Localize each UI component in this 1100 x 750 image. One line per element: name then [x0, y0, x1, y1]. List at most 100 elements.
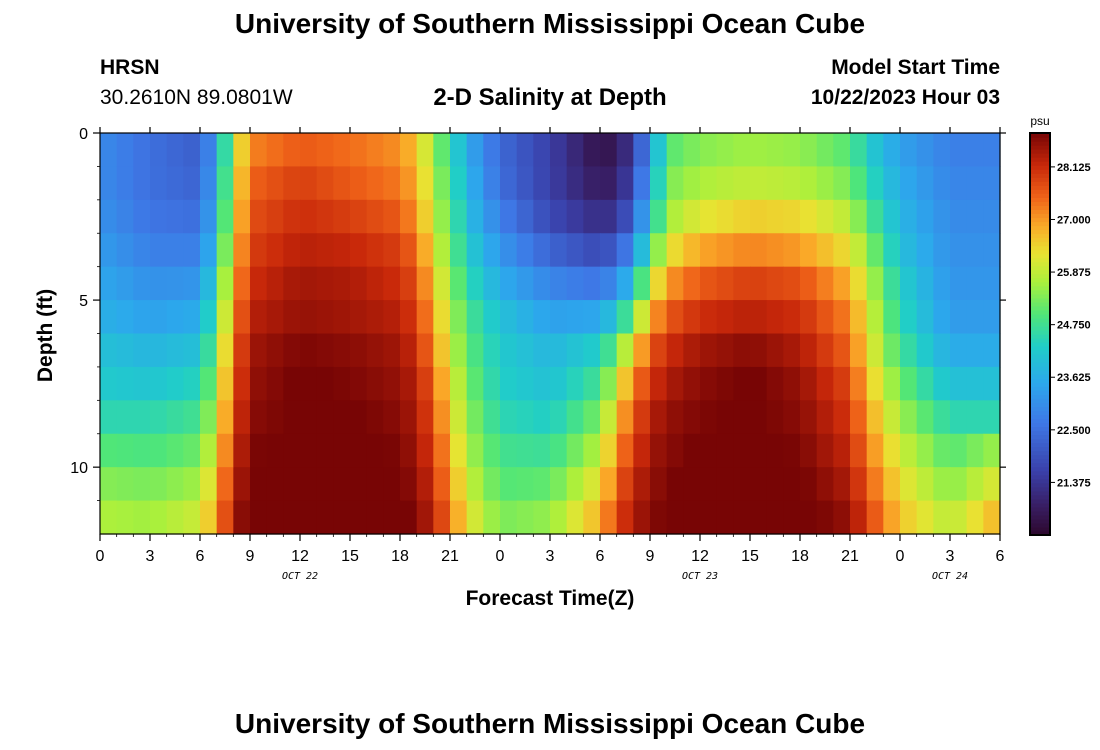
- heatmap-cell: [600, 233, 617, 267]
- heatmap-cell: [333, 200, 350, 234]
- heatmap-cell: [450, 434, 467, 468]
- heatmap-cell: [600, 400, 617, 434]
- heatmap-cell: [117, 434, 134, 468]
- heatmap-cell: [500, 233, 517, 267]
- heatmap-cell: [383, 367, 400, 401]
- heatmap-cell: [417, 166, 434, 200]
- colorbar-segment: [1030, 217, 1050, 222]
- heatmap-cell: [750, 300, 767, 334]
- colorbar-segment: [1030, 270, 1050, 275]
- colorbar-segment: [1030, 447, 1050, 452]
- colorbar-segment: [1030, 322, 1050, 327]
- colorbar-segment: [1030, 402, 1050, 407]
- colorbar-segment: [1030, 346, 1050, 351]
- heatmap-cell: [667, 133, 684, 167]
- heatmap-cell: [733, 200, 750, 234]
- heatmap-cell: [233, 467, 250, 501]
- heatmap-cell: [883, 133, 900, 167]
- heatmap-cell: [683, 367, 700, 401]
- heatmap-cell: [183, 434, 200, 468]
- colorbar-segment: [1030, 153, 1050, 158]
- heatmap-cell: [533, 267, 550, 301]
- x-tick-label: 3: [546, 548, 555, 565]
- heatmap-cell: [950, 467, 967, 501]
- heatmap-cell: [750, 434, 767, 468]
- heatmap-cell: [817, 367, 834, 401]
- heatmap-cell: [200, 367, 217, 401]
- heatmap-cell: [383, 300, 400, 334]
- colorbar-segment: [1030, 278, 1050, 283]
- heatmap-cell: [233, 501, 250, 535]
- heatmap-cell: [117, 233, 134, 267]
- heatmap-cell: [950, 267, 967, 301]
- colorbar-segment: [1030, 523, 1050, 528]
- colorbar-segment: [1030, 242, 1050, 247]
- colorbar-segment: [1030, 141, 1050, 146]
- heatmap-cell: [650, 334, 667, 368]
- heatmap-cell: [350, 300, 367, 334]
- heatmap-cell: [717, 501, 734, 535]
- heatmap-cell: [733, 367, 750, 401]
- heatmap-cell: [617, 200, 634, 234]
- heatmap-cell: [467, 400, 484, 434]
- heatmap-cell: [833, 166, 850, 200]
- colorbar-segment: [1030, 370, 1050, 375]
- x-tick-label: 6: [996, 548, 1005, 565]
- heatmap-cell: [600, 133, 617, 167]
- colorbar-segment: [1030, 443, 1050, 448]
- heatmap-cell: [933, 133, 950, 167]
- heatmap-cell: [567, 334, 584, 368]
- heatmap-cell: [167, 300, 184, 334]
- heatmap-cell: [883, 367, 900, 401]
- heatmap-cell: [100, 233, 117, 267]
- heatmap-cell: [583, 501, 600, 535]
- heatmap-cell: [533, 467, 550, 501]
- heatmap-cell: [250, 467, 267, 501]
- heatmap-cell: [917, 166, 934, 200]
- colorbar-segment: [1030, 310, 1050, 315]
- colorbar-segment: [1030, 169, 1050, 174]
- heatmap-cell: [617, 233, 634, 267]
- heatmap-cell: [583, 334, 600, 368]
- x-tick-label: 18: [791, 548, 809, 565]
- heatmap-cell: [333, 267, 350, 301]
- heatmap-cell: [400, 267, 417, 301]
- heatmap-cell: [833, 400, 850, 434]
- heatmap-cell: [583, 200, 600, 234]
- heatmap-cell: [983, 166, 1000, 200]
- salinity-heatmap-chart: 0 3 6 9 12 15 18 21 0 3 6 9 12 15 18 21 0 3 6OCT 22 OCT 23 O…: [0, 0, 1100, 700]
- heatmap-cell: [733, 434, 750, 468]
- x-tick-label: 0: [96, 548, 105, 565]
- heatmap-cell: [350, 467, 367, 501]
- heatmap-cell: [667, 367, 684, 401]
- heatmap-cell: [733, 467, 750, 501]
- heatmap-cell: [517, 367, 534, 401]
- heatmap-cell: [500, 166, 517, 200]
- heatmap-cell: [533, 400, 550, 434]
- heatmap-cell: [867, 367, 884, 401]
- heatmap-cell: [467, 434, 484, 468]
- heatmap-cell: [833, 467, 850, 501]
- heatmap-cell: [767, 367, 784, 401]
- heatmap-cell: [850, 334, 867, 368]
- x-tick-label: 9: [246, 548, 255, 565]
- heatmap-cell: [833, 334, 850, 368]
- heatmap-cell: [583, 367, 600, 401]
- heatmap-cell: [567, 434, 584, 468]
- heatmap-cell: [800, 267, 817, 301]
- heatmap-cell: [783, 467, 800, 501]
- colorbar-segment: [1030, 334, 1050, 339]
- x-tick-label: 3: [946, 548, 955, 565]
- heatmap-cell: [133, 434, 150, 468]
- heatmap-cell: [133, 467, 150, 501]
- y-axis-label: Depth (ft): [34, 289, 57, 382]
- heatmap-cell: [333, 400, 350, 434]
- colorbar-segment: [1030, 137, 1050, 142]
- heatmap-cell: [133, 267, 150, 301]
- heatmap-cell: [933, 434, 950, 468]
- heatmap-cell: [883, 300, 900, 334]
- heatmap-cell: [417, 467, 434, 501]
- heatmap-cell: [633, 166, 650, 200]
- y-tick-label: 10: [70, 460, 88, 477]
- colorbar-segment: [1030, 378, 1050, 383]
